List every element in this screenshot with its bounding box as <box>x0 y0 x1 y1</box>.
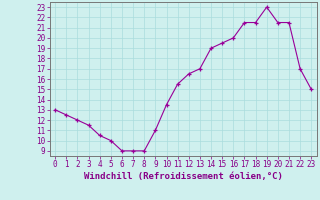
X-axis label: Windchill (Refroidissement éolien,°C): Windchill (Refroidissement éolien,°C) <box>84 172 283 181</box>
